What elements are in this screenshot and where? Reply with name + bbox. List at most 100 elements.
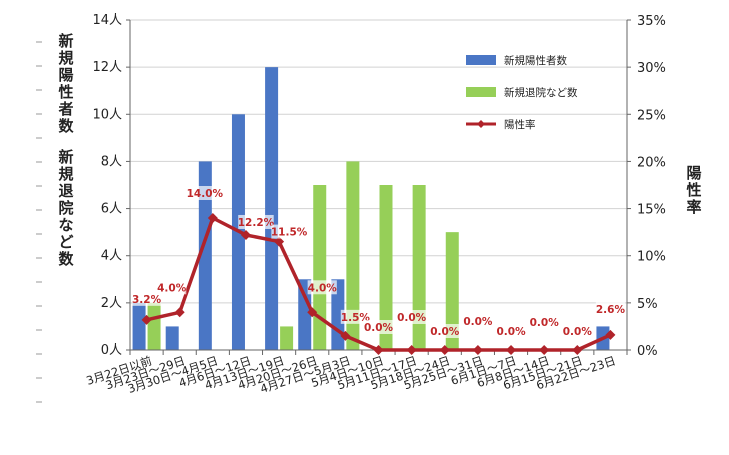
rate-point bbox=[539, 345, 550, 355]
y2-tick-label: 0% bbox=[637, 344, 658, 359]
rate-point bbox=[207, 213, 218, 223]
grid bbox=[130, 19, 627, 304]
legend-swatch bbox=[466, 55, 496, 65]
data-label-bg bbox=[131, 291, 162, 306]
data-label: 0.0% bbox=[496, 326, 526, 338]
rate-point bbox=[572, 345, 583, 355]
data-label-bg bbox=[496, 324, 526, 338]
data-label: 4.0% bbox=[157, 282, 187, 294]
bar-new-positive bbox=[132, 302, 146, 350]
data-label-bg bbox=[363, 320, 394, 334]
data-label: 3.2% bbox=[132, 294, 162, 306]
bar-discharged bbox=[379, 185, 393, 350]
y-tick-label: 2人 bbox=[101, 296, 122, 311]
rate-point bbox=[307, 307, 318, 318]
bars bbox=[132, 67, 610, 351]
y2-tick-label: 30% bbox=[637, 61, 666, 76]
data-label-bg bbox=[157, 280, 187, 295]
data-label: 0.0% bbox=[530, 317, 560, 329]
axis-title-char: 者 bbox=[58, 100, 73, 118]
y-tick-label: 6人 bbox=[101, 202, 122, 217]
y2-tick-labels: 0% 5% 10% 15% 20% 25% 30% 35% bbox=[637, 14, 666, 359]
legend-label: 陽性率 bbox=[504, 118, 536, 131]
rate-point bbox=[605, 329, 616, 340]
y-tick-label: 0人 bbox=[101, 343, 122, 358]
rate-point bbox=[506, 345, 517, 355]
axis-title-char: 数 bbox=[58, 117, 74, 135]
bar-new-positive bbox=[165, 326, 179, 350]
axis-title-char: 規 bbox=[58, 165, 73, 183]
y2-tick-label: 25% bbox=[637, 108, 666, 123]
rate-point bbox=[439, 345, 450, 355]
data-label: 0.0% bbox=[563, 326, 593, 338]
data-label: 2.6% bbox=[596, 304, 626, 316]
legend-label: 新規陽性者数 bbox=[504, 54, 567, 67]
bar-discharged bbox=[346, 161, 360, 350]
bar-new-positive bbox=[265, 67, 279, 351]
axis-title-char: な bbox=[58, 216, 73, 234]
axis-title-char: 院 bbox=[58, 199, 73, 217]
bar-new-positive bbox=[298, 279, 312, 350]
data-label: 0.0% bbox=[397, 312, 427, 324]
bar-discharged bbox=[280, 326, 294, 350]
data-label-bg bbox=[529, 315, 559, 329]
data-label: 12.2% bbox=[238, 217, 275, 229]
bar-discharged bbox=[412, 185, 426, 350]
bar-discharged bbox=[445, 232, 459, 350]
axis-title-char: 性 bbox=[58, 83, 73, 101]
data-label: 0.0% bbox=[364, 322, 394, 334]
data-label: 14.0% bbox=[187, 188, 224, 200]
rate-point bbox=[472, 345, 483, 355]
y-tick-label: 4人 bbox=[101, 249, 122, 264]
y-tick-label: 10人 bbox=[92, 107, 122, 122]
data-label-bg bbox=[463, 314, 493, 328]
data-label: 0.0% bbox=[430, 326, 460, 338]
rate-point bbox=[274, 236, 285, 247]
y-tick-label: 8人 bbox=[101, 154, 122, 169]
axis-title-char: 新 bbox=[58, 32, 73, 50]
rate-point bbox=[340, 330, 351, 341]
data-label-bg bbox=[238, 214, 274, 229]
rate-line bbox=[141, 213, 616, 355]
axis-title-char: ど bbox=[58, 233, 73, 251]
y2-tick-label: 5% bbox=[637, 297, 658, 312]
data-label-bg bbox=[271, 224, 307, 239]
data-label-bg bbox=[595, 301, 626, 316]
axis-title-char: 退 bbox=[58, 182, 73, 200]
y-tick-label: 12人 bbox=[92, 60, 122, 75]
axis-title-char: 数 bbox=[58, 250, 74, 268]
data-label-bg bbox=[187, 186, 223, 200]
y-tick-label: 14人 bbox=[92, 13, 122, 28]
y2-tick-label: 20% bbox=[637, 155, 666, 170]
data-labels: 3.2%4.0%14.0%12.2%11.5%4.0%1.5%0.0%0.0%0… bbox=[131, 186, 626, 338]
data-label: 4.0% bbox=[308, 282, 338, 294]
data-label: 0.0% bbox=[463, 316, 493, 328]
data-label-bg bbox=[307, 280, 337, 295]
data-label: 11.5% bbox=[271, 227, 308, 239]
data-label-bg bbox=[397, 310, 427, 324]
legend-label: 新規退院など数 bbox=[504, 86, 578, 99]
x-tick-labels: 3月22日以前3月23日～29日3月30日～4月5日4月6日～12日4月13日～… bbox=[85, 354, 618, 396]
axis-title-char: 率 bbox=[686, 198, 701, 216]
data-label-bg bbox=[430, 324, 460, 338]
rate-point bbox=[174, 307, 185, 318]
axis-title-char: 陽 bbox=[58, 66, 73, 84]
y-tick-labels: 0人 2人 4人 6人 8人 10人 12人 14人 bbox=[92, 13, 122, 358]
bar-discharged bbox=[147, 302, 161, 350]
rate-point bbox=[141, 314, 152, 325]
axis-title-char: 陽 bbox=[686, 164, 701, 182]
data-label-bg bbox=[340, 309, 370, 324]
rate-point bbox=[406, 345, 417, 355]
axis-title-char: 性 bbox=[686, 181, 701, 199]
y2-tick-label: 15% bbox=[637, 203, 666, 218]
y2-tick-label: 35% bbox=[637, 14, 666, 29]
data-label: 1.5% bbox=[341, 312, 371, 324]
bar-discharged bbox=[313, 185, 327, 350]
rate-point bbox=[240, 229, 251, 240]
legend-swatch bbox=[466, 87, 496, 97]
rate-point bbox=[373, 345, 384, 355]
data-label-bg bbox=[562, 324, 592, 338]
bar-new-positive bbox=[198, 161, 212, 350]
